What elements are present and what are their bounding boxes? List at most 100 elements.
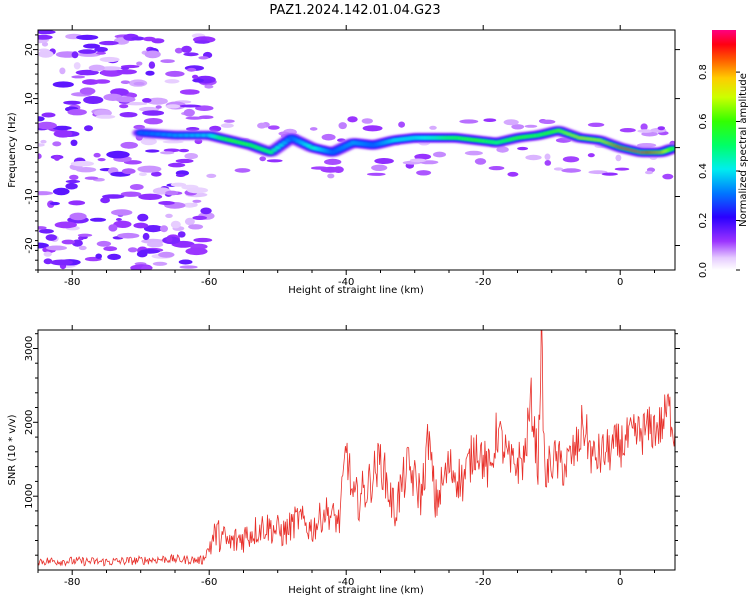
spectrogram-noise-blob [511,124,525,130]
spectrogram-noise-blob [136,250,148,258]
spectrogram-noise-blob [99,56,120,63]
spectrogram-noise-blob [79,87,96,95]
spectrogram-ridge-cell [178,134,183,137]
snr-panel: -80 -60 -40 -20 0 1000 2000 3000 Height of str… [7,325,680,596]
spectrogram-noise-blob [327,173,335,179]
spectrogram-ridge-cell [213,136,219,138]
colorbar-tick-label: 0.0 [698,262,709,278]
spectrogram-ridge-cell [364,143,369,146]
spectrogram-ridge-cell [224,138,229,141]
spectrogram-ridge-cell [505,139,510,142]
spectrogram-noise-blob [95,253,102,259]
spectrogram-ridge-cell [460,137,465,140]
spectrogram-ridge-cell [446,136,452,139]
spectrogram-noise-blob [192,215,207,220]
spectrogram-noise-blob [93,152,101,158]
spectrogram-noise-blob [371,164,388,171]
spectrogram-panel: -80 -60 -40 -20 0 -20 -10 0 10 20 Height of stra… [7,25,680,296]
spectrogram-ridge-cell [470,138,476,141]
spectrogram-x-axis: -80 -60 -40 -20 0 [37,25,655,288]
spectrogram-noise-blob [544,160,552,166]
spectrogram-ridge-cell [248,144,253,147]
spectrogram-noise-blob [165,70,185,77]
spectrogram-noise-blob [165,104,181,109]
spectrogram-ridge-cell [611,144,616,147]
spectrogram-noise-blob [103,246,118,252]
spectrogram-noise-blob [140,137,157,146]
spectrogram-ridge-cell [150,132,155,135]
spectrogram-ridge-cell [590,138,595,141]
spectrogram-x-label: Height of straight line (km) [288,285,424,296]
spectrogram-ridge-cell [594,138,599,141]
spectrogram-noise-blob [143,225,163,233]
spectrogram-noise-blob [185,116,204,120]
spectrogram-ridge-cell [491,141,496,144]
spectrogram-ridge-cell [320,149,325,151]
spectrogram-noise-blob [175,158,194,164]
spectrogram-noise-blob [73,62,81,70]
spectrogram-noise-blob [133,222,149,229]
spectrogram-ridge-cell [378,142,383,145]
spectrogram-ridge-cell [583,137,589,140]
spectrogram-noise-blob [120,66,130,70]
spectrogram-noise-blob [615,154,622,162]
spectrogram-noise-blob [120,191,142,197]
snr-x-label: Height of straight line (km) [288,585,424,596]
spectrogram-noise-blob [119,104,129,109]
spectrogram-noise-blob [433,151,446,158]
spectrogram-ridge-cell [539,133,544,136]
spectrogram-ridge-cell [529,135,534,138]
spectrogram-noise-blob [483,118,497,122]
spectrogram-ridge-cell [566,133,571,136]
spectrogram-ridge-cell [631,149,637,152]
spectrogram-y-axis: -20 -10 0 10 20 [24,34,680,271]
spectrogram-noise-blob [38,143,45,147]
spectrogram-ridge-cell [415,136,421,139]
spectrogram-noise-blob [70,160,94,167]
spectrogram-ridge-cell [279,144,284,147]
spectrogram-noise-blob [52,141,62,147]
spectrogram-noise-blob [76,34,99,41]
spectrogram-noise-blob [155,105,162,109]
spectrogram-noise-blob [38,34,53,40]
spectrogram-ridge-cell [628,149,633,151]
spectrogram-ridge-cell [546,132,551,134]
spectrogram-noise-blob [188,224,204,230]
spectrogram-noise-blob [324,158,342,165]
spectrogram-noise-blob [464,150,483,156]
x-tick-label: -80 [64,277,80,288]
spectrogram-ridge-cell [268,151,274,154]
spectrogram-noise-blob [184,217,195,226]
spectrogram-noise-blob [50,259,73,266]
spectrogram-noise-blob [71,75,86,79]
spectrogram-noise-blob [195,105,214,111]
spectrogram-noise-blob [65,179,81,184]
spectrogram-noise-blob [416,170,432,176]
spectrogram-noise-blob [587,122,605,128]
spectrogram-noise-blob [100,68,123,77]
spectrogram-ridge-cell [402,138,407,140]
spectrogram-ridge-cell [155,133,161,136]
spectrogram-noise-blob [106,150,130,159]
spectrogram-ridge-cell [227,139,232,142]
spectrogram-ridge-cell [388,140,393,142]
spectrogram-ridge-cell [220,137,226,140]
spectrogram-noise-blob [496,146,509,153]
x-tick-label: -60 [201,277,217,288]
spectrogram-ridge-cell [261,149,267,151]
spectrogram-ridge-cell [138,132,143,134]
spectrogram-ridge-cell [426,136,431,139]
spectrogram-noise-blob [192,74,199,79]
spectrogram-ridge-cell [292,138,298,141]
spectrogram-ridge-cell [275,146,280,149]
spectrogram-ridge-cell [515,136,520,139]
spectrogram-ridge-cell [381,141,387,144]
spectrogram-ridge-cell [405,137,411,140]
spectrogram-ridge-cell [501,140,506,142]
spectrogram-noise-blob [193,237,213,243]
spectrogram-noise-blob [69,212,87,221]
spectrogram-ridge-cell [518,136,524,139]
spectrogram-ridge-cell [457,137,462,140]
spectrogram-ridge-cell [467,138,472,141]
spectrogram-noise-blob [67,109,87,116]
